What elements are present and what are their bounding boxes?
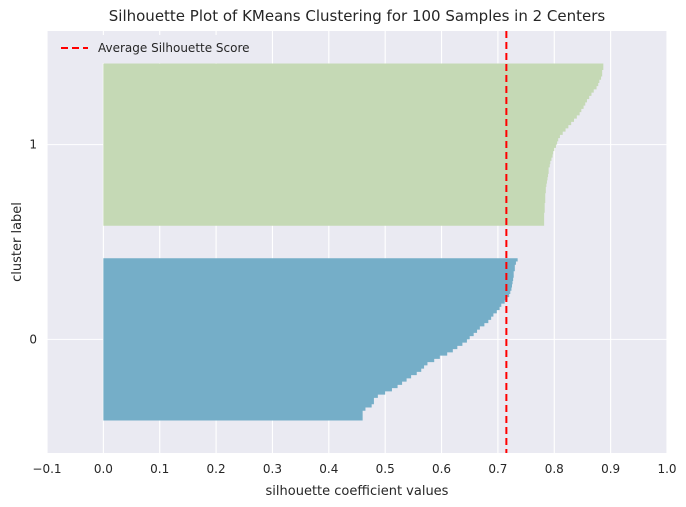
- cluster-silhouettes: [103, 63, 604, 421]
- legend-label-average: Average Silhouette Score: [98, 41, 250, 55]
- x-tick-label: 0.3: [263, 462, 282, 476]
- x-tick-label: 0.5: [376, 462, 395, 476]
- x-tick-label: 0.1: [150, 462, 169, 476]
- x-tick-label: 1.0: [657, 462, 676, 476]
- x-axis-label: silhouette coefficient values: [266, 484, 449, 499]
- y-axis-ticks: 01: [29, 138, 37, 347]
- x-tick-label: 0.7: [488, 462, 507, 476]
- legend-box: [55, 35, 238, 63]
- x-tick-label: −0.1: [32, 462, 61, 476]
- x-axis-ticks: −0.1 0.0 0.1 0.2 0.3 0.4 0.5 0.6 0.7 0.8 0.9 1.0: [32, 462, 676, 476]
- cluster-0-silhouette: [103, 258, 518, 421]
- x-tick-label: 0.2: [207, 462, 226, 476]
- legend: Average Silhouette Score: [55, 35, 250, 63]
- x-tick-label: 0.8: [545, 462, 564, 476]
- x-tick-label: 0.9: [601, 462, 620, 476]
- chart-title: Silhouette Plot of KMeans Clustering for…: [109, 7, 606, 25]
- cluster-1-silhouette: [103, 63, 604, 226]
- x-tick-label: 0.4: [319, 462, 338, 476]
- y-tick-label: 0: [29, 332, 37, 346]
- x-tick-label: 0.0: [94, 462, 113, 476]
- y-axis-label: cluster label: [10, 202, 25, 282]
- y-tick-label: 1: [29, 138, 37, 152]
- x-tick-label: 0.6: [432, 462, 451, 476]
